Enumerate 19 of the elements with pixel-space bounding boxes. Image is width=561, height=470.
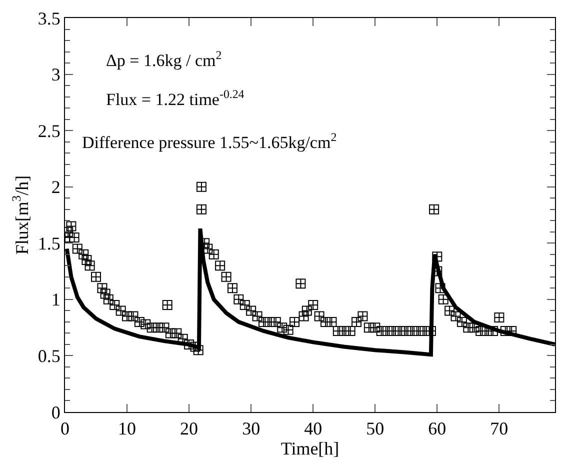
x-tick-label: 40: [304, 418, 322, 439]
y-tick-label: 0.5: [38, 346, 60, 366]
x-tick-label: 20: [180, 418, 198, 439]
annotation: Δp = 1.6kg / cm$^{2}$: [106, 48, 222, 70]
x-tick-label: 10: [118, 418, 136, 439]
x-axis-title: Time[h]: [280, 438, 340, 459]
y-tick-label: 0: [51, 402, 60, 422]
y-tick-label: 2.5: [38, 120, 60, 141]
x-tick-label: 50: [366, 418, 384, 439]
x-tick-label: 30: [242, 418, 260, 439]
y-tick-label: 1: [51, 290, 60, 310]
x-tick-label: 60: [428, 418, 446, 439]
annotation: Flux = 1.22 time$^{-0.24}$: [106, 87, 244, 110]
y-tick-label: 2: [51, 177, 60, 198]
y-tick-label: 3.5: [38, 8, 60, 28]
y-tick-label: 3: [51, 64, 60, 85]
annotation: Difference pressure 1.55~1.65kg/cm$^{2}$: [82, 130, 337, 152]
y-tick-label: 1.5: [38, 233, 60, 254]
x-tick-label: 70: [490, 418, 508, 439]
